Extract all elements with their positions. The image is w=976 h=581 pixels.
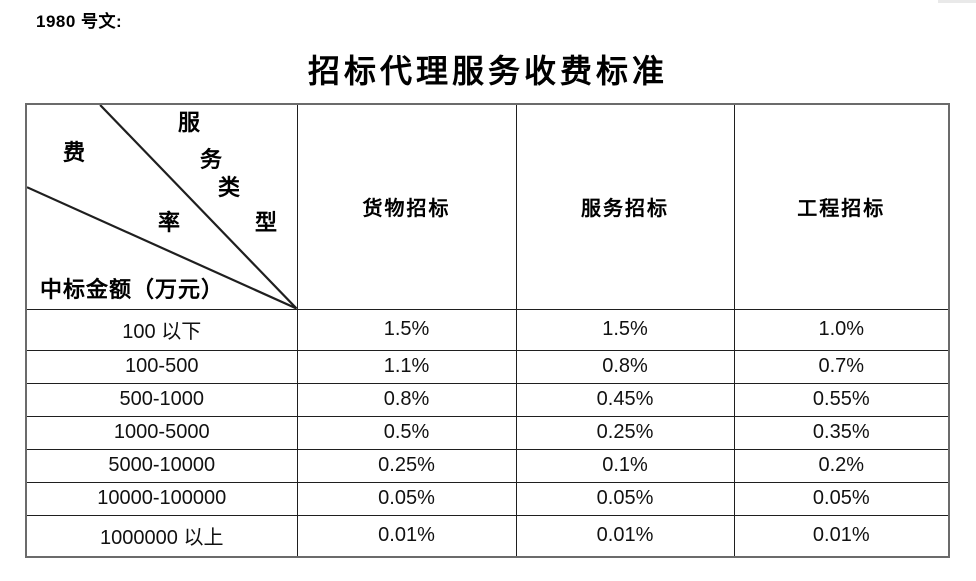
rate-cell: 0.5% (296, 415, 517, 450)
amount-range-cell: 1000-5000 (25, 415, 298, 450)
rate-cell: 0.01% (296, 514, 517, 558)
rate-cell: 0.05% (296, 481, 517, 516)
table-row: 1000-5000 0.5% 0.25% 0.35% (25, 415, 950, 450)
rate-cell: 0.05% (515, 481, 735, 516)
rate-cell: 0.01% (733, 514, 950, 558)
column-header-goods: 货物招标 (296, 103, 517, 310)
table-row: 10000-100000 0.05% 0.05% 0.05% (25, 481, 950, 516)
diagonal-divider-lines (27, 105, 296, 308)
corner-fee-rate-char: 率 (158, 210, 181, 235)
rate-cell: 1.5% (296, 308, 517, 351)
corner-amount-axis-label: 中标金额（万元） (40, 277, 225, 302)
rate-cell: 0.1% (515, 448, 735, 483)
amount-range-cell: 100-500 (25, 349, 298, 384)
corner-service-type-char: 类 (218, 175, 241, 200)
rate-cell: 0.25% (515, 415, 735, 450)
table-row: 1000000 以上 0.01% 0.01% 0.01% (25, 514, 950, 558)
amount-range-cell: 1000000 以上 (25, 514, 298, 558)
column-header-service: 服务招标 (515, 103, 735, 310)
rate-cell: 1.5% (515, 308, 735, 351)
rate-cell: 0.8% (515, 349, 735, 384)
corner-fee-rate-char: 费 (63, 140, 86, 165)
rate-cell: 0.7% (733, 349, 950, 384)
corner-service-type-char: 服 (178, 110, 201, 135)
rate-cell: 0.45% (515, 382, 735, 417)
table-row: 5000-10000 0.25% 0.1% 0.2% (25, 448, 950, 483)
rate-cell: 0.8% (296, 382, 517, 417)
doc-reference-label: 1980 号文: (36, 12, 123, 31)
corner-service-type-char: 务 (200, 147, 223, 172)
table-row: 100 以下 1.5% 1.5% 1.0% (25, 308, 950, 351)
amount-range-cell: 500-1000 (25, 382, 298, 417)
corner-header-cell: 服 务 类 型 费 率 中标金额（万元） (25, 103, 298, 310)
column-header-engineering: 工程招标 (733, 103, 950, 310)
fee-standard-table: 服 务 类 型 费 率 中标金额（万元） 货物招标 服务招标 工程招标 100 … (25, 103, 950, 558)
table-row: 500-1000 0.8% 0.45% 0.55% (25, 382, 950, 417)
scrollbar-artifact (938, 0, 976, 3)
table-row: 100-500 1.1% 0.8% 0.7% (25, 349, 950, 384)
rate-cell: 0.35% (733, 415, 950, 450)
rate-cell: 1.0% (733, 308, 950, 351)
table-header-row: 服 务 类 型 费 率 中标金额（万元） 货物招标 服务招标 工程招标 (25, 103, 950, 310)
rate-cell: 0.2% (733, 448, 950, 483)
page-title: 招标代理服务收费标准 (307, 53, 668, 89)
corner-service-type-char: 型 (255, 210, 278, 235)
amount-range-cell: 100 以下 (25, 308, 298, 351)
amount-range-cell: 5000-10000 (25, 448, 298, 483)
rate-cell: 0.05% (733, 481, 950, 516)
rate-cell: 0.25% (296, 448, 517, 483)
rate-cell: 0.01% (515, 514, 735, 558)
rate-cell: 0.55% (733, 382, 950, 417)
rate-cell: 1.1% (296, 349, 517, 384)
amount-range-cell: 10000-100000 (25, 481, 298, 516)
